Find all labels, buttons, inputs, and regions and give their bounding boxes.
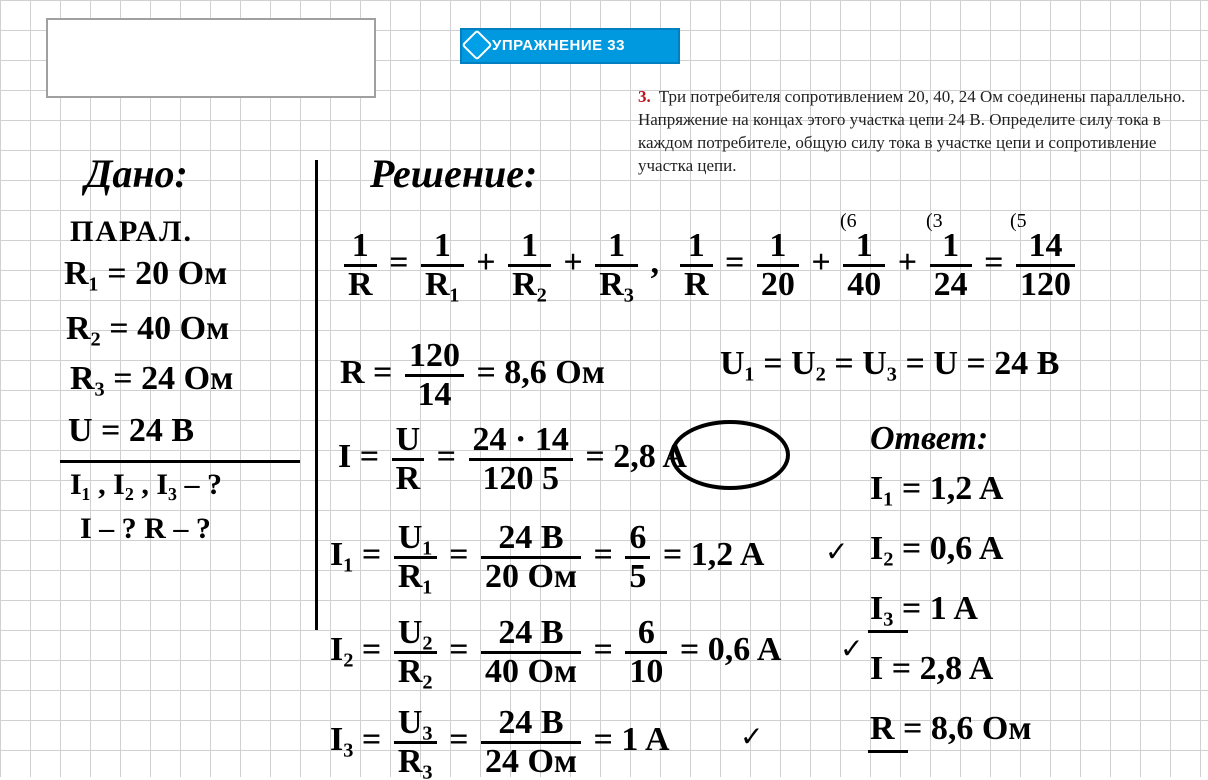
lcm-note-c: (5 [1010, 210, 1027, 233]
given-heading: Дано: [85, 150, 188, 197]
badge-label: УПРАЖНЕНИЕ 33 [492, 37, 625, 54]
name-box [46, 18, 376, 98]
given-line-1: R₁ = 20 Ом [64, 255, 227, 293]
eqn-I-total: I = UR = 24 · 14120 5 = 2,8 A [338, 422, 687, 496]
checkmark-2: ✓ [840, 632, 863, 666]
checkmark-3: ✓ [740, 720, 763, 754]
answer-line-2: I₃ = 1 A [870, 590, 978, 628]
answer-R-underline [868, 750, 908, 753]
answer-line-3: I = 2,8 A [870, 650, 993, 688]
answer-I3-underline [868, 630, 908, 633]
given-line-4: U = 24 В [68, 412, 194, 450]
answer-line-4: R = 8,6 Ом [870, 710, 1032, 748]
given-find-1: I – ? R – ? [80, 512, 211, 546]
eqn-R: R = 12014 = 8,6 Ом [340, 338, 605, 412]
answer-heading: Ответ: [870, 420, 988, 458]
given-find-0: I₁ , I₂ , I₃ – ? [70, 468, 222, 502]
eqn-recip-formula: 1R = 1R₁ + 1R₂ + 1R₃ , 1R = 120 + 140 + … [340, 228, 1079, 302]
answer-line-1: I₂ = 0,6 A [870, 530, 1003, 568]
given-line-3: R₃ = 24 Ом [70, 360, 233, 398]
vertical-separator [315, 160, 318, 630]
exercise-badge: УПРАЖНЕНИЕ 33 [460, 28, 680, 64]
answer-line-0: I₁ = 1,2 A [870, 470, 1003, 508]
given-underline [60, 460, 300, 463]
eqn-U-equal: U₁ = U₂ = U₃ = U = 24 В [720, 345, 1059, 383]
problem-statement: 3.Три потребителя сопротивлением 20, 40,… [638, 86, 1198, 178]
eqn-I2: I₂ = U₂R₂ = 24 В40 Ом = 610 = 0,6 A [330, 615, 781, 689]
given-line-0: ПАРАЛ. [70, 215, 193, 249]
problem-number: 3. [638, 87, 651, 106]
given-line-2: R₂ = 40 Ом [66, 310, 229, 348]
answer-circle [670, 420, 790, 490]
solution-heading: Решение: [370, 150, 537, 197]
pencil-icon [461, 29, 492, 60]
lcm-note-b: (3 [926, 210, 943, 233]
checkmark-1: ✓ [825, 535, 848, 569]
eqn-I3: I₃ = U₃R₃ = 24 В24 Ом = 1 A [330, 705, 670, 779]
problem-body: Три потребителя сопротивлением 20, 40, 2… [638, 87, 1185, 175]
eqn-I1: I₁ = U₁R₁ = 24 В20 Ом = 65 = 1,2 A [330, 520, 764, 594]
lcm-note-a: (6 [840, 210, 857, 233]
